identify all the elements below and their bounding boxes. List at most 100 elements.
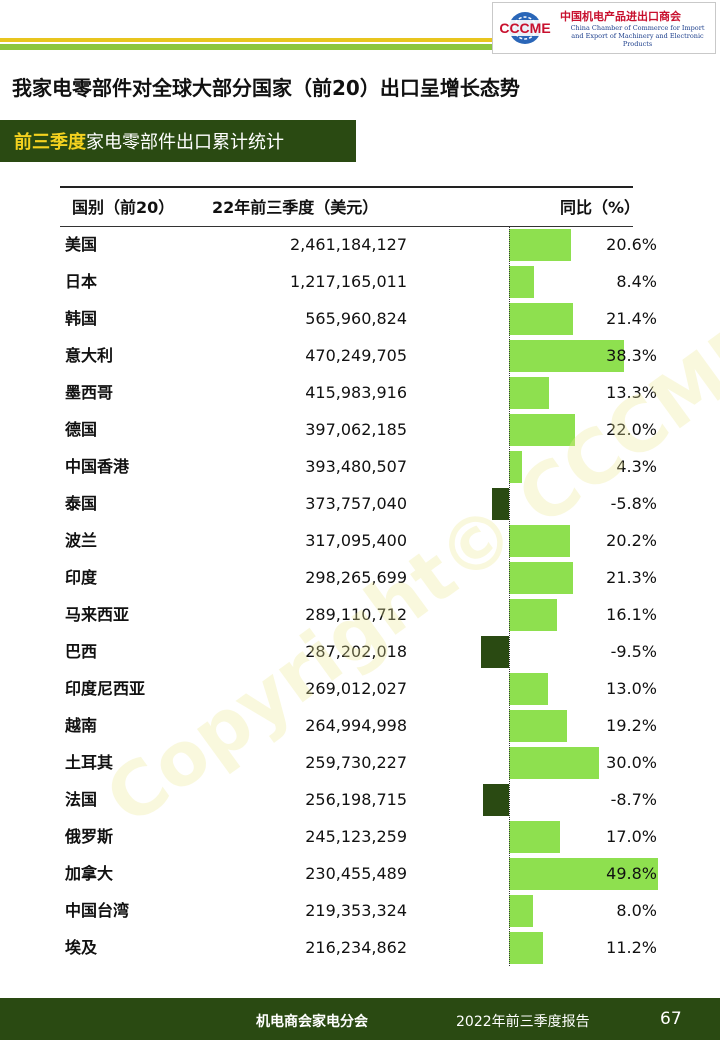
row-export-value: 317,095,400	[305, 531, 407, 550]
row-yoy-label: 16.1%	[606, 605, 657, 624]
row-export-value: 219,353,324	[305, 901, 407, 920]
yoy-bar	[509, 414, 575, 446]
row-country: 德国	[65, 420, 98, 439]
yoy-bar	[482, 784, 509, 816]
row-export-value: 397,062,185	[305, 420, 407, 439]
org-name-en-line2: and Export of Machinery and Electronic P…	[571, 32, 704, 48]
row-export-value: 264,994,998	[305, 716, 407, 735]
table-header-rule	[60, 226, 633, 227]
row-yoy-label: 4.3%	[616, 457, 657, 476]
row-country: 越南	[65, 716, 98, 735]
yoy-bar	[509, 229, 571, 261]
row-country: 中国香港	[65, 457, 130, 476]
row-yoy-label: 49.8%	[606, 864, 657, 883]
yoy-bar	[509, 451, 522, 483]
yoy-bar	[491, 488, 509, 520]
yoy-bar	[509, 599, 558, 631]
row-yoy-label: 11.2%	[606, 938, 657, 957]
footer-report-name: 2022年前三季度报告	[456, 1014, 590, 1030]
row-country: 加拿大	[65, 864, 114, 883]
yoy-bar	[509, 525, 570, 557]
bar-zero-axis	[509, 226, 510, 966]
footer-bar	[0, 998, 720, 1040]
row-country: 波兰	[65, 531, 98, 550]
row-country: 中国台湾	[65, 901, 130, 920]
row-export-value: 2,461,184,127	[289, 235, 407, 254]
yoy-bar	[509, 303, 574, 335]
row-export-value: 256,198,715	[305, 790, 407, 809]
row-yoy-label: 19.2%	[606, 716, 657, 735]
row-yoy-label: 13.0%	[606, 679, 657, 698]
yoy-bar	[509, 747, 599, 779]
row-country: 埃及	[65, 938, 98, 957]
column-header-yoy: 同比（%）	[560, 198, 641, 217]
row-yoy-label: 20.2%	[606, 531, 657, 550]
row-yoy-label: 30.0%	[606, 753, 657, 772]
row-export-value: 245,123,259	[305, 827, 407, 846]
row-export-value: 216,234,862	[305, 938, 407, 957]
header-stripe-green	[0, 44, 510, 50]
section-banner: 前三季度 家电零部件出口累计统计	[0, 120, 356, 162]
column-header-country: 国别（前20）	[72, 198, 175, 217]
footer-org: 机电商会家电分会	[256, 1014, 368, 1030]
header-stripe-yellow	[0, 38, 510, 42]
row-country: 韩国	[65, 309, 98, 328]
row-export-value: 470,249,705	[305, 346, 407, 365]
yoy-bar	[509, 562, 573, 594]
row-country: 土耳其	[65, 753, 114, 772]
row-export-value: 230,455,489	[305, 864, 407, 883]
row-country: 日本	[65, 272, 98, 291]
page-number: 67	[660, 1009, 682, 1029]
row-yoy-label: 8.0%	[616, 901, 657, 920]
row-export-value: 289,110,712	[305, 605, 407, 624]
row-yoy-label: 8.4%	[616, 272, 657, 291]
row-yoy-label: -9.5%	[610, 642, 657, 661]
yoy-bar	[509, 340, 624, 372]
row-yoy-label: 13.3%	[606, 383, 657, 402]
row-country: 美国	[65, 235, 98, 254]
row-yoy-label: 20.6%	[606, 235, 657, 254]
row-yoy-label: 38.3%	[606, 346, 657, 365]
row-export-value: 565,960,824	[305, 309, 407, 328]
row-export-value: 415,983,916	[305, 383, 407, 402]
table-top-rule	[60, 186, 633, 188]
yoy-bar	[509, 821, 560, 853]
logo-mark-text: CCCME	[499, 20, 550, 36]
yoy-bar	[509, 710, 567, 742]
cccme-logo-icon: CCCME	[496, 12, 554, 44]
row-country: 墨西哥	[65, 383, 114, 402]
row-country: 巴西	[65, 642, 98, 661]
org-name-en: China Chamber of Commerce for Import and…	[560, 24, 715, 48]
row-export-value: 298,265,699	[305, 568, 407, 587]
row-export-value: 269,012,027	[305, 679, 407, 698]
row-yoy-label: 17.0%	[606, 827, 657, 846]
row-yoy-label: -5.8%	[610, 494, 657, 513]
org-name-en-line1: China Chamber of Commerce for Import	[570, 24, 705, 32]
row-export-value: 393,480,507	[305, 457, 407, 476]
row-country: 印度	[65, 568, 98, 587]
row-yoy-label: 22.0%	[606, 420, 657, 439]
yoy-bar	[509, 377, 549, 409]
yoy-bar	[509, 932, 543, 964]
row-yoy-label: 21.3%	[606, 568, 657, 587]
section-banner-text: 家电零部件出口累计统计	[86, 132, 284, 153]
row-export-value: 373,757,040	[305, 494, 407, 513]
row-country: 泰国	[65, 494, 98, 513]
yoy-bar	[509, 673, 548, 705]
org-name-cn: 中国机电产品进出口商会	[560, 10, 681, 23]
yoy-bar	[509, 858, 659, 890]
column-header-value: 22年前三季度（美元）	[212, 198, 379, 217]
section-banner-highlight: 前三季度	[14, 132, 86, 153]
row-country: 印度尼西亚	[65, 679, 146, 698]
row-yoy-label: -8.7%	[610, 790, 657, 809]
row-export-value: 287,202,018	[305, 642, 407, 661]
row-country: 意大利	[65, 346, 114, 365]
row-export-value: 259,730,227	[305, 753, 407, 772]
row-country: 马来西亚	[65, 605, 130, 624]
yoy-bar	[480, 636, 509, 668]
page-title: 我家电零部件对全球大部分国家（前20）出口呈增长态势	[12, 76, 520, 100]
yoy-bar	[509, 895, 533, 927]
row-yoy-label: 21.4%	[606, 309, 657, 328]
row-country: 俄罗斯	[65, 827, 114, 846]
row-export-value: 1,217,165,011	[289, 272, 407, 291]
